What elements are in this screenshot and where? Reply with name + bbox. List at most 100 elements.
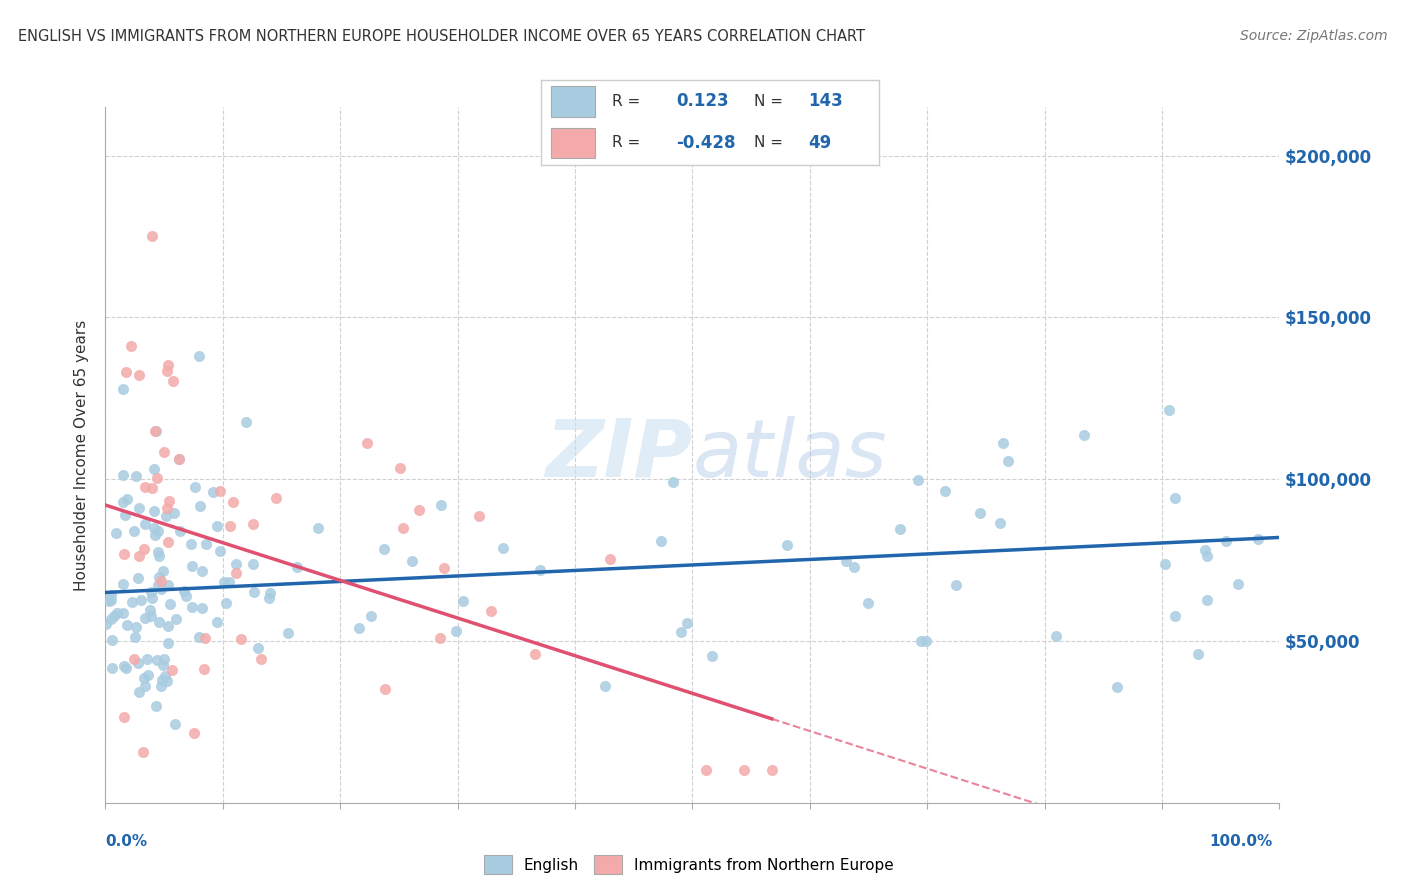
Point	[225, 557, 247, 571]
Point	[152, 564, 174, 578]
Point	[112, 382, 135, 396]
Point	[129, 592, 152, 607]
Bar	[551, 128, 595, 158]
Point	[148, 549, 170, 563]
Point	[156, 578, 179, 592]
Point	[134, 679, 156, 693]
Text: Source: ZipAtlas.com: Source: ZipAtlas.com	[1240, 29, 1388, 44]
Point	[444, 624, 467, 638]
Point	[148, 570, 170, 584]
Point	[207, 519, 229, 533]
Point	[524, 648, 547, 662]
Point	[1164, 491, 1187, 506]
Point	[98, 594, 121, 608]
Point	[479, 603, 502, 617]
Legend: English, Immigrants from Northern Europe: English, Immigrants from Northern Europe	[478, 849, 900, 880]
Point	[149, 574, 172, 588]
Point	[150, 673, 173, 687]
Point	[492, 541, 515, 555]
Point	[360, 608, 382, 623]
Point	[163, 506, 186, 520]
Point	[115, 661, 138, 675]
Point	[208, 544, 231, 558]
Point	[146, 653, 169, 667]
Point	[246, 641, 269, 656]
Point	[934, 484, 956, 499]
Point	[128, 549, 150, 564]
Point	[145, 528, 167, 542]
Point	[160, 663, 183, 677]
Point	[856, 596, 879, 610]
Point	[143, 521, 166, 535]
Point	[307, 521, 329, 535]
Point	[529, 563, 551, 577]
Point	[391, 520, 413, 534]
Point	[162, 374, 184, 388]
Point	[105, 525, 128, 540]
Point	[149, 680, 172, 694]
Point	[1215, 534, 1237, 549]
Point	[136, 668, 159, 682]
Point	[153, 444, 176, 458]
Point	[101, 661, 124, 675]
Point	[148, 615, 170, 629]
Point	[593, 679, 616, 693]
Point	[124, 524, 146, 538]
Point	[141, 229, 163, 244]
Point	[111, 576, 134, 591]
Point	[451, 594, 474, 608]
Point	[183, 725, 205, 739]
Point	[907, 473, 929, 487]
Point	[156, 535, 179, 549]
Point	[242, 557, 264, 571]
Point	[349, 621, 371, 635]
Point	[205, 615, 228, 629]
Point	[143, 504, 166, 518]
Point	[225, 566, 247, 581]
Point	[193, 662, 215, 676]
Point	[373, 541, 395, 556]
Point	[675, 615, 697, 630]
Point	[145, 425, 167, 439]
Point	[180, 537, 202, 551]
Point	[115, 491, 138, 506]
Point	[146, 545, 169, 559]
Point	[259, 586, 281, 600]
Point	[134, 610, 156, 624]
Point	[169, 452, 191, 467]
Text: ENGLISH VS IMMIGRANTS FROM NORTHERN EUROPE HOUSEHOLDER INCOME OVER 65 YEARS CORR: ENGLISH VS IMMIGRANTS FROM NORTHERN EURO…	[18, 29, 865, 45]
Point	[661, 475, 683, 490]
Point	[142, 462, 165, 476]
Point	[156, 364, 179, 378]
Point	[150, 582, 173, 596]
Point	[401, 554, 423, 568]
Point	[134, 671, 156, 685]
Point	[191, 601, 214, 615]
Point	[250, 652, 273, 666]
Text: 100.0%: 100.0%	[1209, 834, 1272, 848]
Point	[776, 538, 799, 552]
Point	[128, 501, 150, 516]
Point	[139, 608, 162, 623]
Point	[187, 630, 209, 644]
Point	[105, 606, 128, 620]
Point	[835, 554, 858, 568]
Point	[139, 603, 162, 617]
Point	[188, 349, 211, 363]
Point	[669, 624, 692, 639]
Point	[153, 652, 176, 666]
Point	[188, 499, 211, 513]
Point	[112, 658, 135, 673]
Point	[650, 534, 672, 549]
Point	[155, 500, 177, 515]
Point	[988, 516, 1011, 531]
Point	[146, 578, 169, 592]
Y-axis label: Householder Income Over 65 years: Householder Income Over 65 years	[75, 319, 90, 591]
Point	[169, 524, 191, 538]
Point	[433, 561, 456, 575]
Point	[145, 698, 167, 713]
Point	[128, 684, 150, 698]
Point	[120, 338, 142, 352]
Point	[277, 625, 299, 640]
Point	[733, 764, 755, 778]
